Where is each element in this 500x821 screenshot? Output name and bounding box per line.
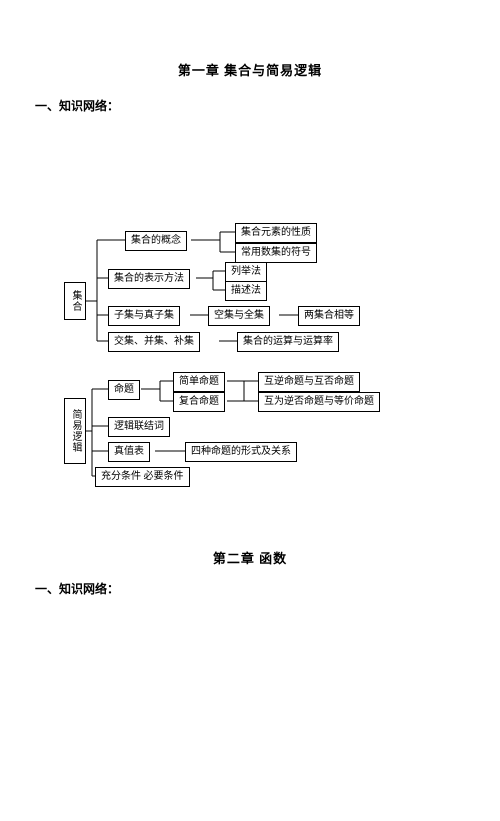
- node-set-element-props: 集合元素的性质: [235, 223, 317, 243]
- chapter1-title: 第一章 集合与简易逻辑: [0, 60, 500, 79]
- node-common-number-sets: 常用数集的符号: [235, 243, 317, 263]
- node-simple-prop: 简单命题: [173, 372, 225, 392]
- node-four-prop-forms: 四种命题的形式及关系: [185, 442, 297, 462]
- node-enum-notation: 列举法: [225, 262, 267, 282]
- node-sufficient-necessary: 充分条件 必要条件: [95, 467, 190, 487]
- node-proposition: 命题: [108, 380, 140, 400]
- node-root-sets: 集合: [64, 282, 86, 320]
- node-root-logic: 简易逻辑: [64, 398, 86, 464]
- node-set-equality: 两集合相等: [298, 306, 360, 326]
- node-compound-prop: 复合命题: [173, 392, 225, 412]
- node-set-concept: 集合的概念: [125, 231, 187, 251]
- node-logical-connectives: 逻辑联结词: [108, 417, 170, 437]
- connector-lines: [0, 114, 500, 821]
- chapter2-title: 第二章 函数: [0, 548, 500, 567]
- node-converse-negation: 互逆命题与互否命题: [258, 372, 360, 392]
- node-truth-table: 真值表: [108, 442, 150, 462]
- node-set-op-laws: 集合的运算与运算率: [237, 332, 339, 352]
- node-contrapositive-equiv: 互为逆否命题与等价命题: [258, 392, 380, 412]
- ch1-section1-label: 一、知识网络：: [35, 97, 500, 114]
- node-subset-proper: 子集与真子集: [108, 306, 180, 326]
- ch2-section1-label: 一、知识网络：: [35, 580, 119, 597]
- node-set-notation: 集合的表示方法: [108, 269, 190, 289]
- node-set-operations: 交集、并集、补集: [108, 332, 200, 352]
- node-empty-universal: 空集与全集: [208, 306, 270, 326]
- node-descriptive-notation: 描述法: [225, 281, 267, 301]
